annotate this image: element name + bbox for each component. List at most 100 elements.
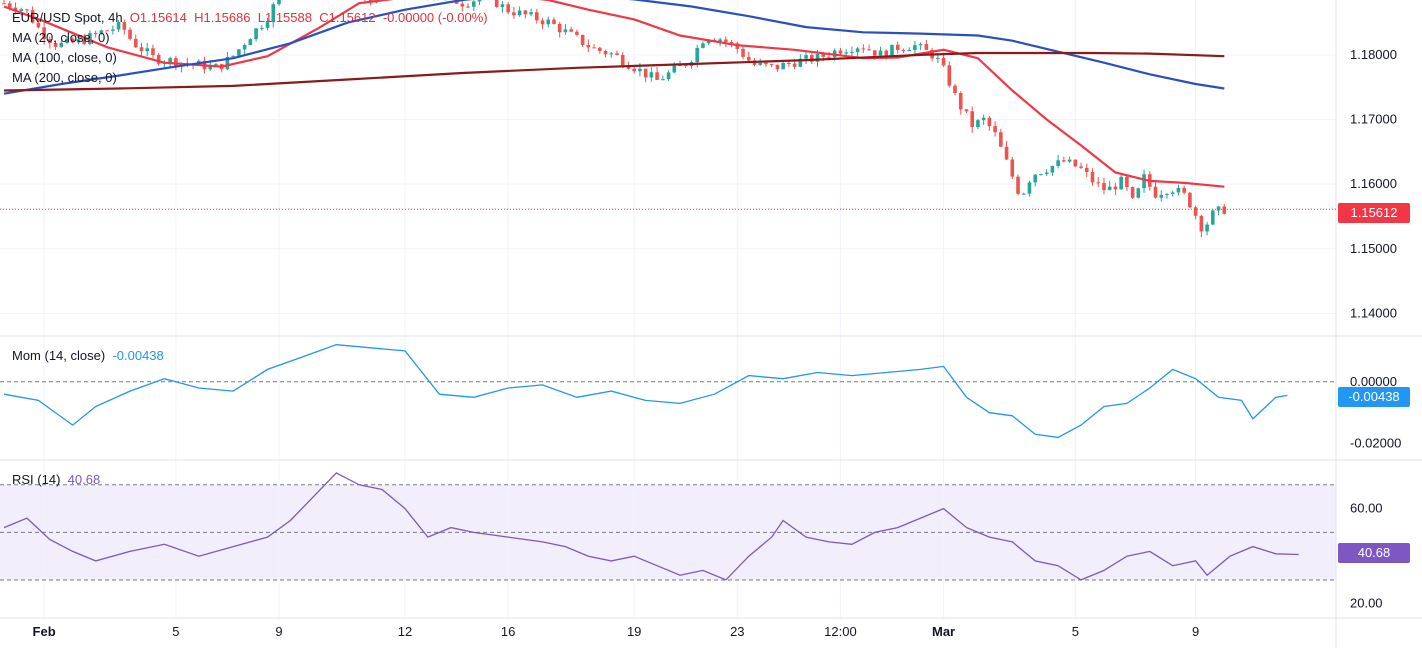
- candle-up: [231, 55, 235, 57]
- candle-up: [850, 52, 854, 54]
- rsi-axis-label: 20.00: [1350, 596, 1383, 611]
- candle-up: [918, 44, 923, 46]
- momentum-label[interactable]: Mom (14, close): [12, 348, 106, 363]
- candle-up: [844, 52, 848, 54]
- candle-up: [225, 56, 230, 70]
- candle-down: [598, 47, 602, 51]
- candle-up: [1142, 174, 1146, 189]
- candle-down: [540, 20, 545, 25]
- candle-down: [964, 109, 969, 112]
- candle-up: [500, 4, 505, 8]
- price-legend-row: EUR/USD Spot, 4h O1.15614 H1.15686 L1.15…: [12, 8, 488, 28]
- candle-down: [1113, 186, 1118, 190]
- candle-down: [569, 29, 573, 32]
- candle-down: [1130, 187, 1135, 198]
- candle-up: [672, 65, 677, 73]
- candle-down: [861, 48, 866, 50]
- candle-up: [265, 22, 270, 28]
- candle-down: [82, 39, 87, 44]
- candle-down: [48, 39, 52, 43]
- candle-up: [695, 47, 700, 63]
- candle-up: [718, 39, 722, 42]
- rsi-legend: RSI (14) 40.68: [12, 470, 100, 490]
- time-axis-label: 5: [1072, 624, 1079, 639]
- candle-down: [746, 56, 751, 61]
- candle-up: [666, 72, 671, 80]
- candle-down: [53, 42, 58, 47]
- candle-down: [1199, 215, 1204, 232]
- candle-down: [133, 38, 138, 48]
- candle-down: [615, 53, 619, 55]
- candle-up: [878, 50, 883, 56]
- low-value: L1.15588: [257, 10, 312, 25]
- candle-down: [683, 64, 688, 67]
- rsi-axis-label: 60.00: [1350, 501, 1383, 516]
- candle-up: [546, 19, 551, 25]
- candle-up: [661, 79, 665, 81]
- candle-up: [65, 38, 69, 43]
- candle-down: [1073, 159, 1078, 167]
- momentum-axis-label: 0.00000: [1350, 374, 1397, 389]
- candle-down: [821, 53, 826, 57]
- candle-down: [42, 27, 46, 40]
- candle-down: [1084, 167, 1089, 173]
- momentum-value: -0.00438: [112, 348, 164, 363]
- candle-up: [1044, 172, 1049, 175]
- candle-up: [1216, 206, 1221, 211]
- candle-up: [1027, 182, 1032, 194]
- candle-up: [529, 12, 533, 15]
- price-axis-label: 1.17000: [1350, 112, 1397, 127]
- price-axis-label: 1.16000: [1350, 176, 1397, 191]
- candle-up: [1211, 210, 1215, 225]
- candle-down: [586, 45, 591, 48]
- candle-down: [1079, 166, 1083, 168]
- candle-up: [936, 57, 940, 59]
- candle-up: [271, 4, 276, 23]
- candle-up: [1050, 165, 1055, 173]
- candle-down: [128, 29, 132, 39]
- ma200-line: [3, 51, 1225, 92]
- candle-down: [156, 54, 161, 64]
- ma200-legend[interactable]: MA (200, close, 0): [12, 70, 117, 85]
- candle-down: [993, 126, 997, 133]
- candle-up: [758, 62, 763, 65]
- candle-up: [563, 29, 568, 33]
- candle-up: [168, 58, 172, 63]
- price-axis-label: 1.15000: [1350, 241, 1397, 256]
- symbol-label[interactable]: EUR/USD Spot, 4h: [12, 10, 123, 25]
- candle-up: [208, 65, 213, 70]
- candle-down: [1102, 183, 1106, 191]
- candle-down: [632, 68, 636, 72]
- time-axis-label: Mar: [932, 624, 955, 639]
- ma100-legend[interactable]: MA (100, close, 0): [12, 50, 117, 65]
- candle-down: [953, 85, 957, 94]
- candle-down: [827, 56, 831, 58]
- candle-up: [1119, 176, 1123, 190]
- price-axis-label: 1.14000: [1350, 305, 1397, 320]
- candle-down: [947, 65, 952, 86]
- candle-down: [122, 22, 127, 30]
- candle-down: [70, 38, 75, 43]
- candle-up: [804, 55, 808, 59]
- candle-up: [517, 10, 522, 16]
- candle-down: [970, 111, 974, 128]
- candle-up: [1205, 224, 1209, 232]
- candle-down: [867, 49, 871, 51]
- candle-down: [769, 64, 774, 66]
- candle-down: [787, 62, 791, 64]
- rsi-label[interactable]: RSI (14): [12, 472, 61, 487]
- candle-up: [649, 72, 654, 78]
- candle-down: [523, 10, 528, 15]
- candle-down: [724, 39, 728, 43]
- candle-down: [809, 55, 814, 62]
- candle-up: [701, 43, 705, 48]
- price-axis-label: 1.18000: [1350, 47, 1397, 62]
- momentum-legend: Mom (14, close) -0.00438: [12, 346, 164, 366]
- candle-down: [924, 44, 929, 50]
- ma20-legend[interactable]: MA (20, close, 0): [12, 30, 110, 45]
- candle-down: [643, 68, 648, 78]
- candle-down: [999, 132, 1003, 147]
- candle-down: [93, 33, 98, 35]
- candle-down: [552, 19, 556, 24]
